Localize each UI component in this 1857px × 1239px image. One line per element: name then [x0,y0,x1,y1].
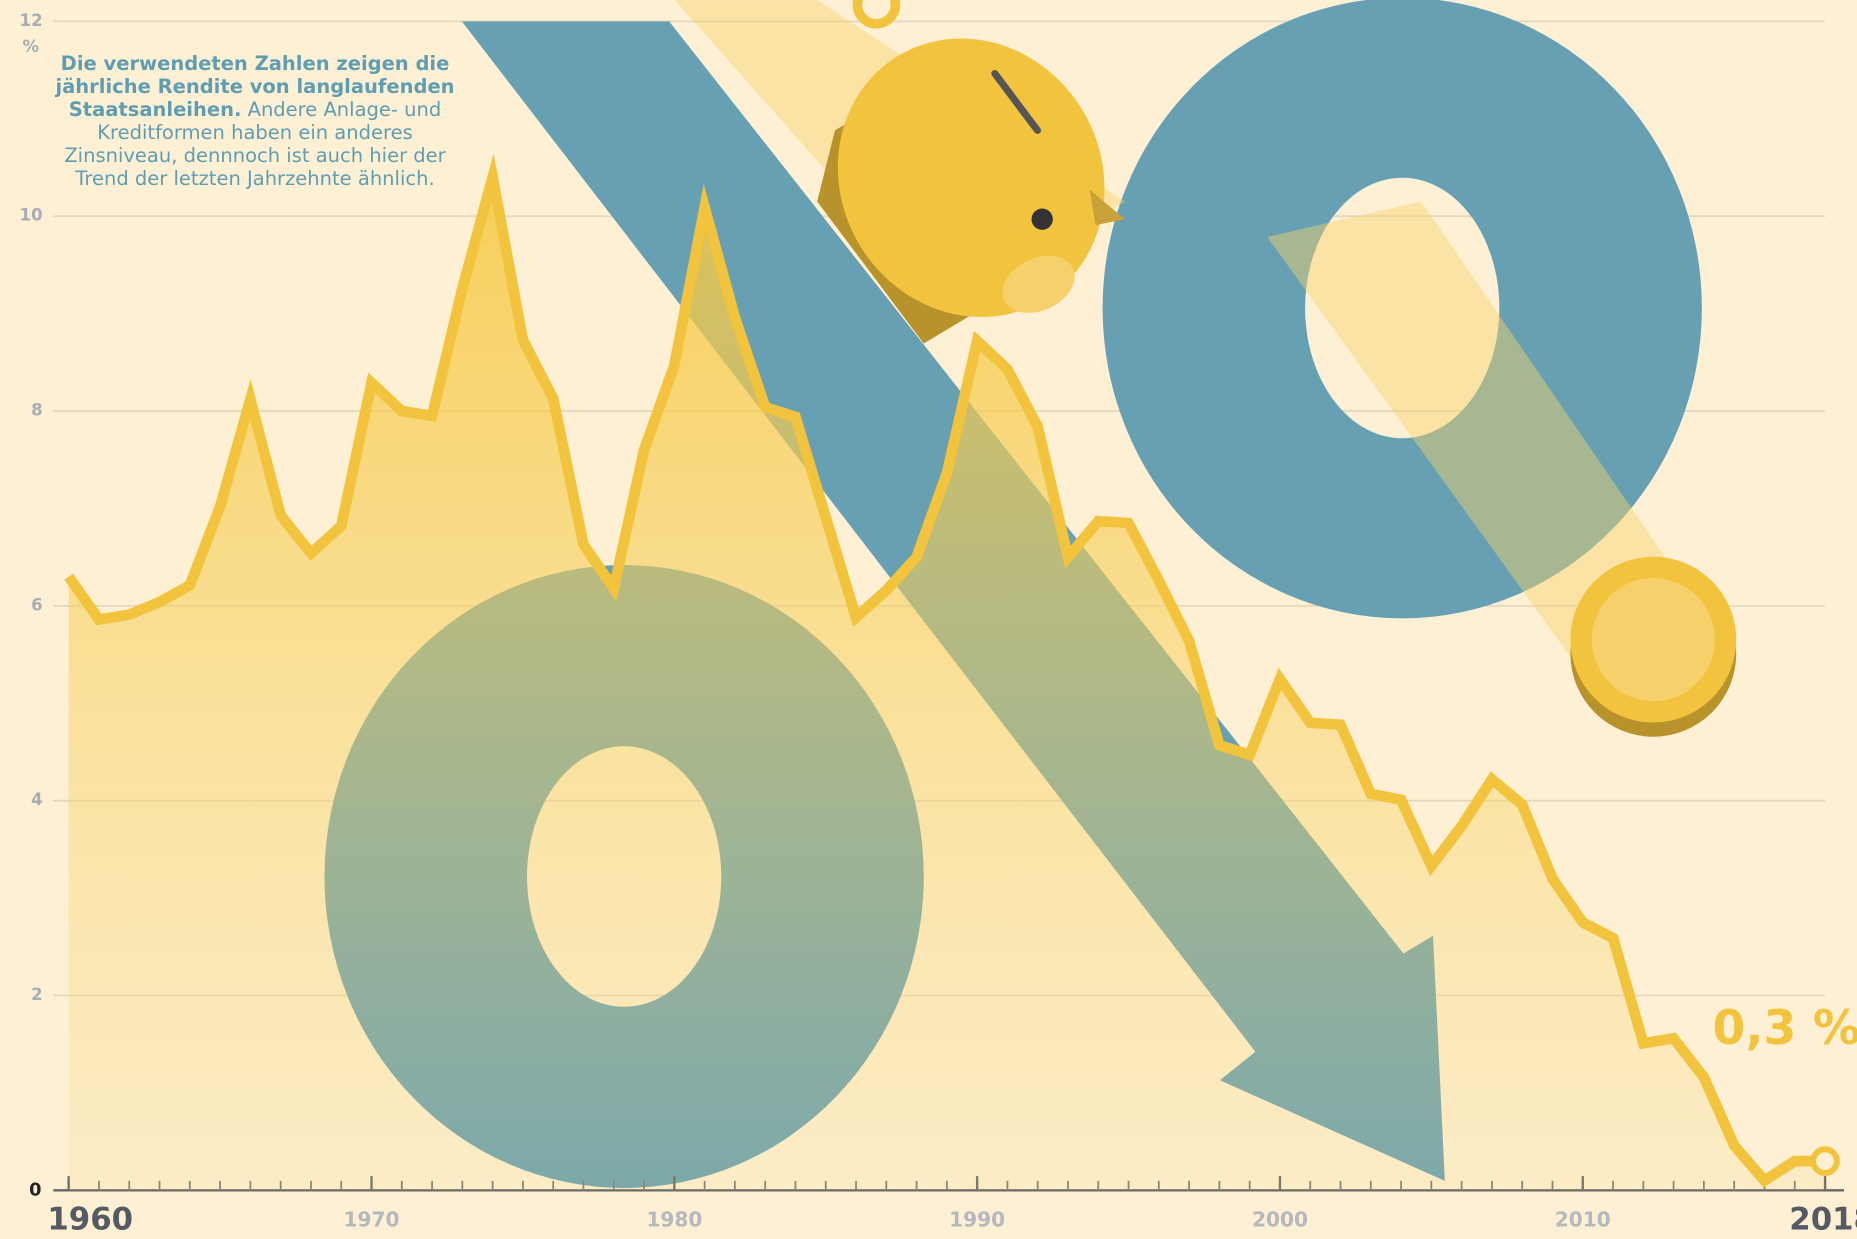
y-tick-label: 2 [31,985,43,1004]
y-tick-label: 6 [31,595,43,614]
y-tick-label: 10 [20,206,43,225]
x-tick-label: 2000 [1252,1208,1308,1232]
y-tick-label: 12 [20,11,43,30]
area [68,177,1826,1191]
note-bold: Die verwendeten Zahlen zeigen die jährli… [55,52,455,121]
x-tick-label: 1960 [47,1202,133,1238]
x-tick-label: 2010 [1555,1208,1611,1232]
y-tick-label: 8 [31,401,43,420]
y-unit: % [22,37,39,56]
note: Die verwendeten Zahlen zeigen die jährli… [40,52,470,190]
coin [1570,556,1737,737]
x-tick-label: 1970 [343,1208,399,1232]
y-tick-label: 4 [31,790,43,809]
x-tick-label: 2018 [1789,1202,1857,1238]
y-tick-label: 0 [29,1180,41,1200]
note-text: Andere Anlage- und Kreditformen haben ei… [64,98,446,190]
x-tick-label: 1980 [646,1208,702,1232]
end-marker [1810,1146,1840,1176]
annotation: 0,3 % [1713,1001,1857,1056]
line [64,153,1826,1188]
piggy-bank [817,0,1126,344]
x-tick-label: 1990 [949,1208,1005,1232]
